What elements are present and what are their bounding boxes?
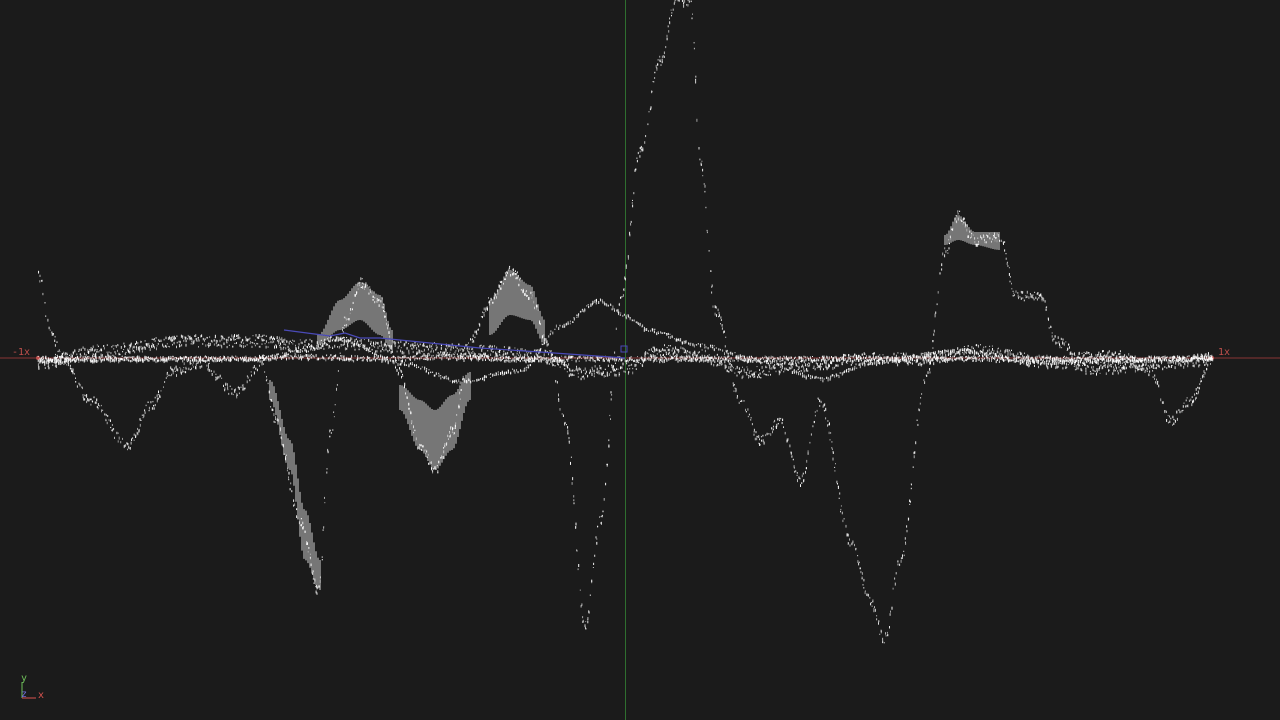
motion-path-keyframe [620, 345, 628, 353]
curve-band-3 [399, 372, 471, 470]
x-axis-min-marker [36, 356, 40, 360]
gizmo-y-label: y [21, 673, 28, 684]
curve-band-4 [489, 270, 545, 345]
curve-band-1 [269, 380, 321, 590]
x-axis-negative-label: -1x [12, 347, 31, 358]
gizmo-z-label: z [21, 689, 28, 700]
curve-trace-4 [37, 353, 1213, 364]
gizmo-x-label: x [38, 690, 45, 701]
axis-gizmo-icon [21, 682, 36, 699]
curve-band-2 [317, 282, 393, 350]
x-axis-positive-label: 1x [1218, 347, 1231, 358]
curve-trace-2 [37, 334, 1213, 381]
curve-band-5 [944, 215, 1000, 250]
axis-gizmo: y z x [14, 672, 50, 704]
motion-path-line [283, 329, 626, 359]
